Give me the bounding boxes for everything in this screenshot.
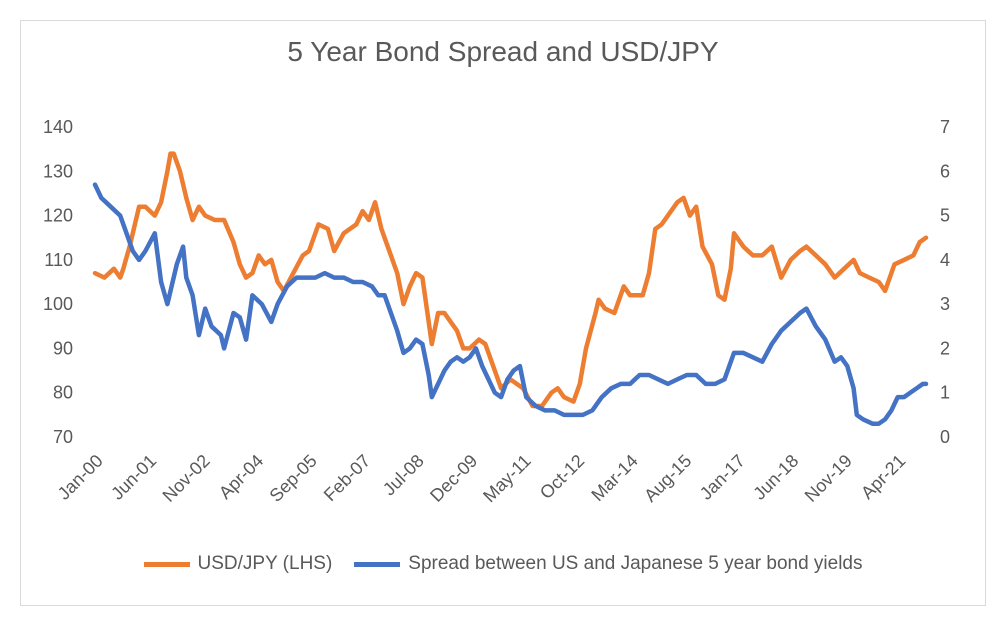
x-tick-label: Apr-04 — [215, 451, 267, 503]
x-tick-label: Jul-08 — [379, 451, 428, 500]
y-right-tick-label: 5 — [940, 206, 950, 226]
y-right-tick-label: 4 — [940, 250, 950, 270]
legend-swatch-usdjpy — [143, 561, 190, 567]
chart-area — [20, 20, 986, 606]
legend-label-spread: Spread between US and Japanese 5 year bo… — [408, 553, 863, 574]
x-tick-label: Nov-19 — [801, 451, 856, 506]
y-right-tick-label: 7 — [940, 117, 950, 137]
y-left-tick-label: 120 — [43, 206, 73, 226]
x-tick-label: Jun-18 — [749, 451, 802, 504]
x-tick-label: Dec-09 — [426, 451, 481, 506]
x-tick-label: Aug-15 — [640, 451, 695, 506]
legend-label-usdjpy: USD/JPY (LHS) — [197, 553, 333, 574]
x-tick-label: Feb-07 — [320, 451, 374, 505]
x-tick-label: Jun-01 — [107, 451, 160, 504]
x-tick-label: Jan-00 — [54, 451, 107, 504]
y-right-tick-label: 6 — [940, 161, 950, 181]
y-left-tick-label: 80 — [53, 383, 73, 403]
x-tick-label: May-11 — [479, 451, 535, 507]
y-right-tick-label: 2 — [940, 338, 950, 358]
legend: USD/JPY (LHS) Spread between US and Japa… — [0, 553, 1006, 575]
y-right-tick-label: 0 — [940, 427, 950, 447]
y-right-tick-label: 1 — [940, 383, 950, 403]
series-line-spread — [92, 182, 929, 426]
series-line-usdjpy — [92, 151, 929, 409]
x-tick-label: Mar-14 — [587, 451, 641, 505]
legend-item-usdjpy: USD/JPY (LHS) — [143, 553, 333, 575]
y-left-tick-label: 110 — [44, 250, 73, 270]
legend-item-spread: Spread between US and Japanese 5 year bo… — [354, 553, 863, 575]
x-tick-label: Nov-02 — [159, 451, 214, 506]
x-tick-label: Apr-21 — [857, 451, 909, 503]
y-left-tick-label: 130 — [43, 161, 73, 181]
y-left-tick-label: 90 — [53, 338, 73, 358]
y-left-tick-label: 140 — [43, 117, 73, 137]
chart-title: 5 Year Bond Spread and USD/JPY — [287, 36, 719, 67]
x-tick-label: Oct-12 — [536, 451, 588, 503]
x-tick-label: Jan-17 — [696, 451, 749, 504]
x-tick-label: Sep-05 — [266, 451, 321, 506]
y-right-tick-label: 3 — [940, 294, 950, 314]
y-left-tick-label: 100 — [43, 294, 73, 314]
legend-swatch-spread — [354, 561, 401, 567]
y-left-tick-label: 70 — [53, 427, 73, 447]
